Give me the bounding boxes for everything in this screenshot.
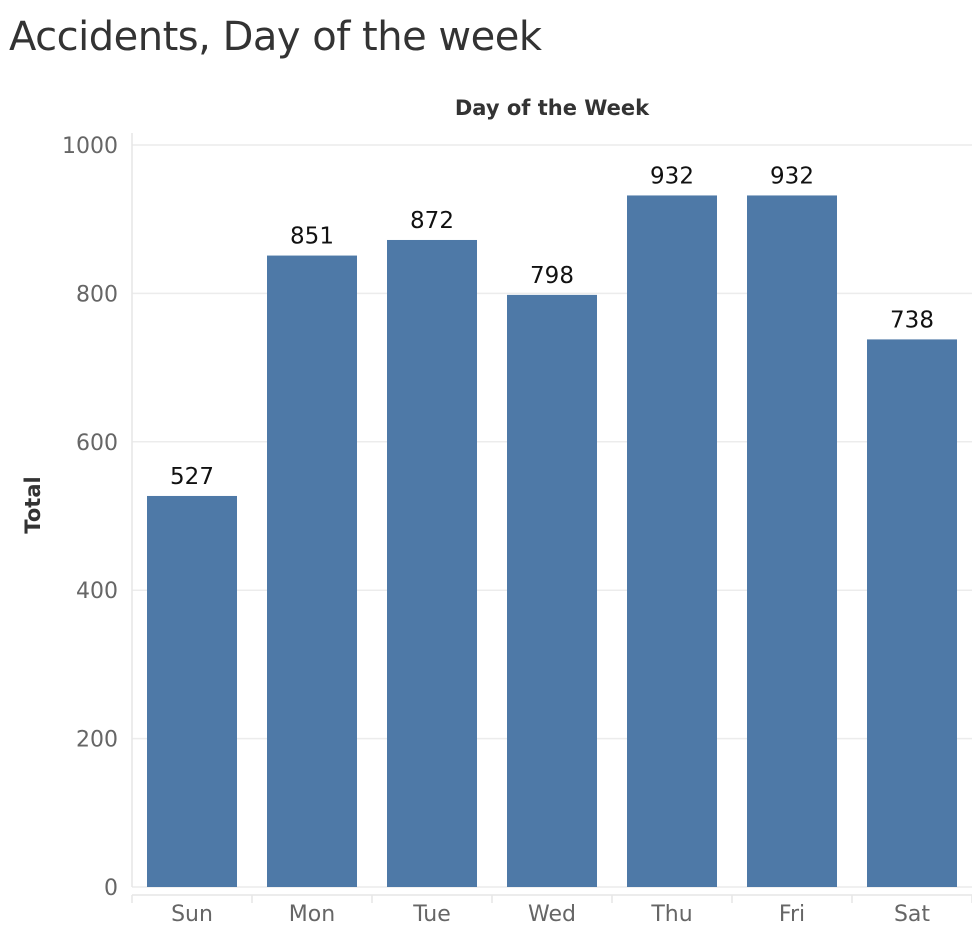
y-tick-label: 200 [76,728,118,753]
data-labels: 527 851 872 798 932 932 738 [170,163,934,490]
bar-sun [147,495,237,887]
x-tick-label-mon: Mon [289,902,335,927]
y-tick-label: 0 [104,876,118,901]
bar-fri [747,195,837,887]
x-tick-labels: Sun Mon Tue Wed Thu Fri Sat [171,902,930,927]
bar-wed [507,294,597,887]
bar-sat [867,339,957,887]
x-axis-title: Day of the Week [455,96,650,120]
axes [131,133,972,903]
bars [147,195,957,888]
data-label-sun: 527 [170,464,214,490]
y-tick-label: 600 [76,431,118,456]
data-label-wed: 798 [530,263,574,289]
chart-title: Accidents, Day of the week [9,14,542,60]
bar-tue [387,239,477,887]
bar-mon [267,255,357,888]
x-tick-label-thu: Thu [650,902,692,927]
data-label-fri: 932 [770,163,814,189]
y-tick-label: 800 [76,282,118,307]
data-label-thu: 932 [650,163,694,189]
data-label-mon: 851 [290,224,334,250]
x-tick-label-tue: Tue [412,902,451,927]
y-tick-labels: 0 200 400 600 800 1000 [62,134,118,901]
data-label-tue: 872 [410,208,454,234]
x-tick-label-fri: Fri [779,902,805,927]
y-tick-label: 1000 [62,134,118,159]
x-tick-label-wed: Wed [528,902,576,927]
y-tick-label: 400 [76,579,118,604]
bar-thu [627,195,717,887]
y-axis-title: Total [21,476,45,533]
data-label-sat: 738 [890,307,934,333]
x-tick-label-sat: Sat [894,902,930,927]
x-tick-label-sun: Sun [171,902,213,927]
